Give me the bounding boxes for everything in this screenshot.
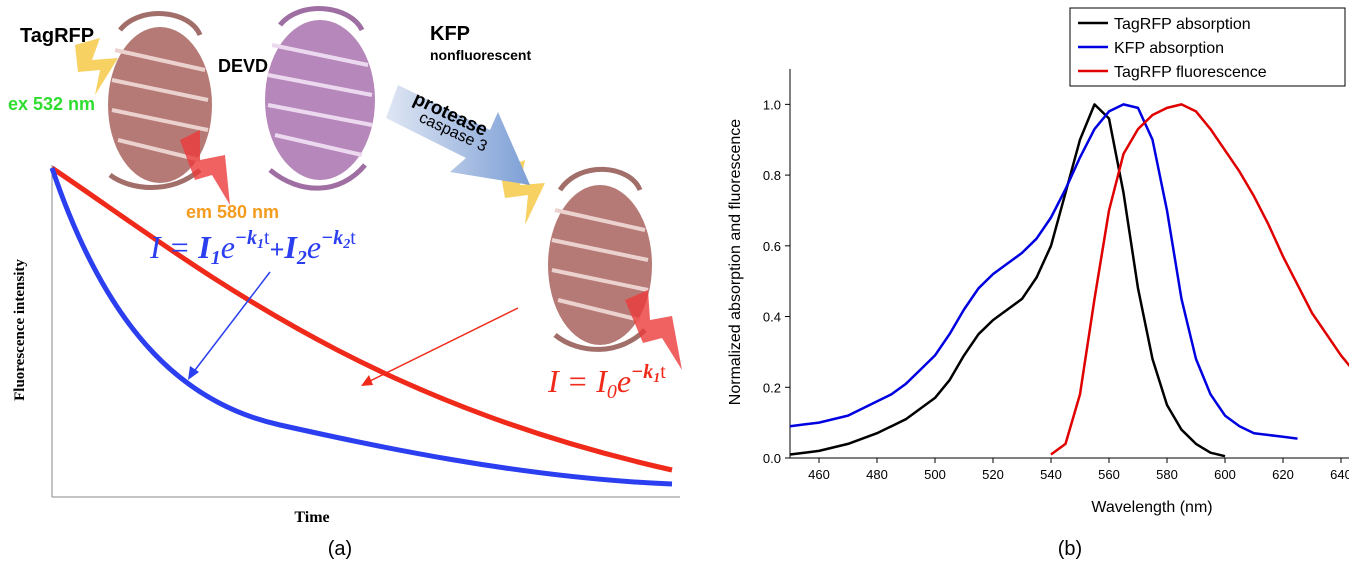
label: ex 532 nm — [8, 94, 95, 114]
equation: I = I0e−k1t — [547, 361, 666, 403]
label: DEVD — [218, 56, 268, 76]
caption: (b) — [1058, 538, 1082, 560]
y-tick-label: 0.0 — [763, 451, 781, 466]
y-tick-label: 1.0 — [763, 97, 781, 112]
x-tick-label: 600 — [1214, 467, 1236, 482]
panel-a: TagRFP DEVD KFP nonfluorescent ex 532 nm… — [8, 6, 682, 560]
legend: TagRFP absorption KFP absorption TagRFP fl… — [1069, 7, 1346, 87]
label: TagRFP — [20, 25, 94, 47]
x-tick-label: 500 — [924, 467, 946, 482]
series-line — [789, 103, 1298, 440]
y-tick-label: 0.8 — [763, 168, 781, 183]
series-line — [1050, 103, 1349, 456]
mono-decay — [50, 165, 673, 473]
x-axis-label: Time — [294, 509, 329, 526]
x-tick-label: 460 — [808, 467, 830, 482]
y-axis-label: Fluorescence intensity — [12, 259, 28, 401]
legend-label: TagRFP absorption — [1114, 16, 1251, 33]
protein-kfp — [265, 6, 375, 191]
y-axis-label: Normalized absorption and fluorescence — [727, 119, 744, 405]
y-tick-label: 0.2 — [763, 380, 781, 395]
x-axis-label: Wavelength (nm) — [1091, 499, 1212, 516]
y-tick-label: 0.4 — [763, 310, 781, 325]
x-tick-label: 580 — [1156, 467, 1178, 482]
legend-box — [1069, 7, 1346, 87]
legend-label: TagRFP fluorescence — [1114, 64, 1267, 81]
label: KFP — [430, 23, 470, 45]
pointer — [367, 307, 519, 383]
equation: I = I1e−k1t+I2e−k2t — [149, 227, 356, 269]
x-tick-label: 560 — [1098, 467, 1120, 482]
bolt-em — [180, 130, 230, 205]
legend-label: KFP absorption — [1114, 40, 1224, 57]
bolt-ex — [75, 38, 118, 95]
y-tick-label: 0.6 — [763, 239, 781, 254]
x-tick-label: 640 — [1330, 467, 1349, 482]
series-line — [789, 103, 1226, 458]
pointer-head — [361, 375, 373, 386]
x-tick-label: 540 — [1040, 467, 1062, 482]
x-tick-label: 480 — [866, 467, 888, 482]
label: nonfluorescent — [430, 47, 531, 63]
caption: (a) — [328, 538, 352, 560]
pointer — [191, 271, 271, 375]
biexp-decay — [49, 167, 673, 487]
bolt-em-2 — [625, 290, 682, 370]
pointer-head — [188, 366, 199, 380]
label: em 580 nm — [186, 202, 279, 222]
x-tick-label: 520 — [982, 467, 1004, 482]
protease-arrow — [386, 85, 530, 185]
x-tick-label: 620 — [1272, 467, 1294, 482]
protein-tagrfp-cleaved — [548, 166, 652, 352]
